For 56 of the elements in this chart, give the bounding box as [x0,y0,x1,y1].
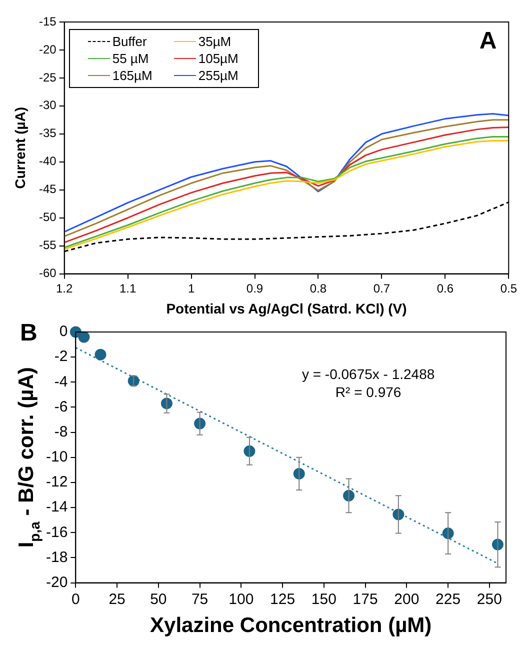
x-tick-label: 1 [188,281,195,296]
x-tick-label: 125 [270,590,296,608]
y-tick-label: -60 [39,266,57,280]
point [94,348,106,360]
x-tick-label: 0.5 [500,281,518,296]
x-tick-label: 175 [352,590,378,608]
x-tick-label: 225 [436,590,461,608]
x-tick-label: 75 [191,590,208,608]
y-tick-label: -25 [39,70,57,84]
y-tick-label: -2 [54,348,68,366]
x-tick-label: 200 [394,590,420,608]
x-tick-label: 0.7 [373,281,390,296]
y-tick-label: -20 [46,574,68,591]
x-tick-label: 50 [150,590,167,608]
x-tick-label: 0.9 [246,281,264,296]
y-tick-label: -12 [46,474,68,491]
text: B [20,320,38,347]
annotation: A [479,28,497,55]
y-tick-label: 0 [59,323,68,340]
y-tick-label: -55 [39,238,57,252]
legend-label: 35µM [198,34,232,49]
y-tick-label: -6 [54,398,68,416]
annotation: R² = 0.976 [335,384,402,400]
legend-label: Buffer [112,34,147,49]
x-tick-label: 100 [228,590,254,608]
y-tick-label: -20 [39,42,57,56]
y-tick-label: -4 [54,373,68,390]
x-tick-label: 1.2 [56,281,74,296]
x-tick-label: 250 [476,590,502,608]
x-tick-label: 150 [311,590,336,608]
x-tick-label: 1.1 [119,281,136,296]
y-tick-label: -50 [39,210,57,224]
point [78,331,90,343]
annotation: y = -0.0675x - 1.2488 [302,366,435,382]
y-tick-label: -16 [46,524,68,541]
y-axis-title: Ip,a - B/G corr. (µA) [15,367,42,548]
x-axis-title: Xylazine Concentration (µM) [150,614,432,638]
y-tick-label: -15 [39,14,57,28]
y-tick-label: -14 [46,498,68,516]
legend-label: 165µM [112,68,152,83]
y-axis-title: Current (µA) [12,106,28,189]
legend-label: 105µM [198,51,238,66]
x-tick-label: 0 [72,590,80,608]
y-tick-label: -35 [39,126,57,140]
x-tick-label: 25 [108,590,126,608]
y-tick-label: -45 [39,182,57,196]
y-tick-label: -10 [46,448,68,466]
legend-label: 255µM [198,68,238,83]
x-tick-label: 0.6 [436,281,454,296]
y-tick-label: -40 [39,154,57,168]
y-tick-label: -8 [54,423,68,440]
legend-label: 55 µM [112,51,149,66]
x-axis-title: Potential vs Ag/AgCl (Satrd. KCl) (V) [166,300,407,316]
y-tick-label: -18 [46,548,68,566]
x-tick-label: 0.8 [310,281,327,296]
y-tick-label: -30 [39,98,57,112]
